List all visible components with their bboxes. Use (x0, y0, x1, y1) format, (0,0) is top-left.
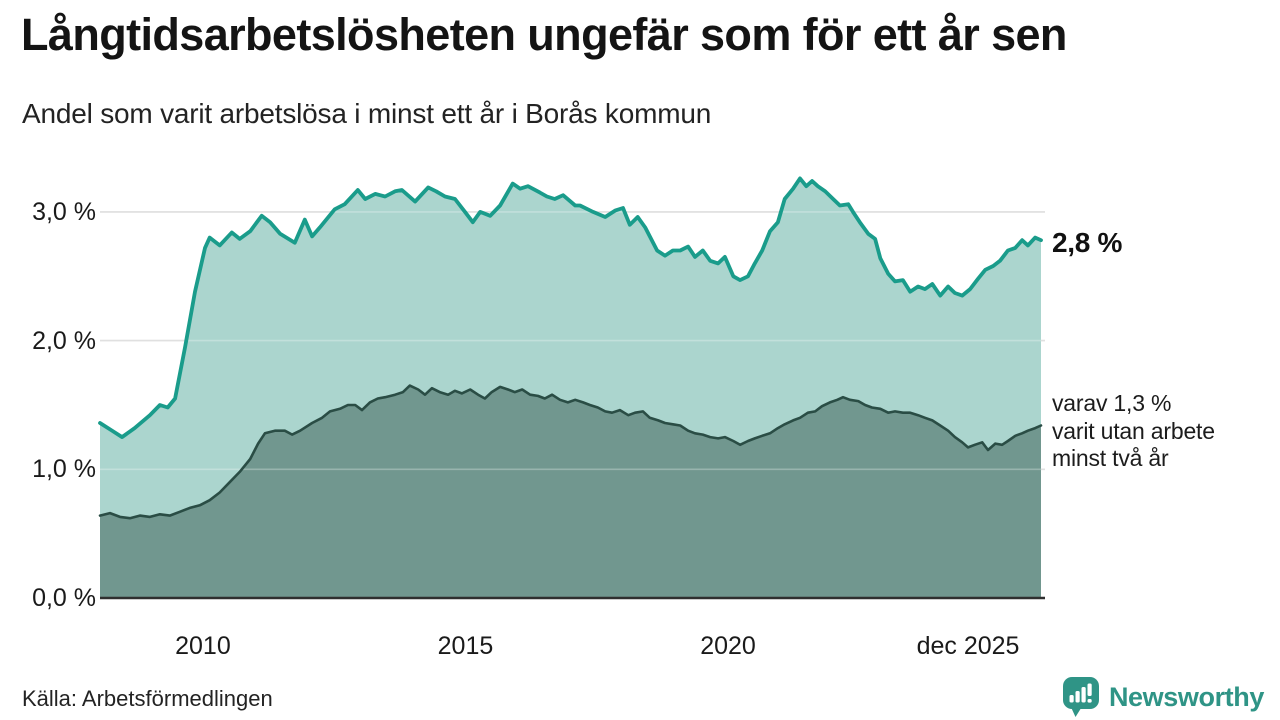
chart-subtitle: Andel som varit arbetslösa i minst ett å… (22, 98, 712, 129)
y-tick-label: 1,0 % (32, 455, 96, 484)
secondary-annotation-line-3: minst två år (1052, 445, 1169, 471)
logo-exclamation-dot (1087, 699, 1092, 703)
x-tick-label: 2010 (175, 632, 231, 660)
series-area-minst-tva-ar (100, 385, 1041, 598)
logo-bubble (1062, 677, 1099, 709)
logo-exclamation-bar (1087, 683, 1092, 696)
x-tick-label: 2020 (700, 632, 756, 660)
newsworthy-wordmark: Newsworthy (1108, 681, 1264, 712)
newsworthy-icon (1062, 677, 1099, 717)
y-tick-label: 2,0 % (32, 326, 96, 355)
secondary-series-annotation: varav 1,3 % varit utan arbete minst två … (1052, 390, 1215, 473)
series-area-minst-ett-ar (100, 178, 1041, 598)
latest-value-annotation: 2,8 % (1052, 227, 1123, 258)
series-line-minst-ett-ar (98, 176, 1043, 440)
logo-bubble-tail (1069, 705, 1083, 717)
secondary-annotation-line-1: varav 1,3 % (1052, 390, 1172, 416)
logo-bar-2 (1075, 691, 1080, 703)
series-line-minst-tva-ar (98, 384, 1043, 520)
logo-bar-3 (1081, 687, 1086, 703)
y-tick-label: 0,0 % (32, 584, 96, 612)
source-note: Källa: Arbetsförmedlingen (22, 686, 273, 711)
page-title: Långtidsarbetslösheten ungefär som för e… (21, 9, 1067, 60)
x-tick-label: dec 2025 (916, 632, 1020, 660)
newsworthy-logo: Newsworthy (1062, 676, 1264, 718)
x-tick-label: 2015 (437, 632, 494, 660)
y-tick-label: 3,0 % (32, 197, 96, 226)
logo-bar-1 (1069, 695, 1074, 703)
secondary-annotation-line-2: varit utan arbete (1052, 417, 1215, 444)
